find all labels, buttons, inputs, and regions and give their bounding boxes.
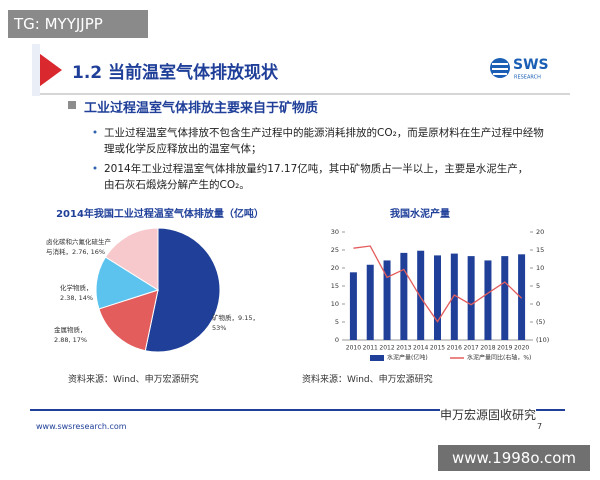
bar: [467, 256, 475, 340]
pie-slice: [144, 227, 221, 353]
legend-swatch: [370, 355, 384, 361]
y-tick-label: 15: [331, 282, 339, 290]
legend-label: 水泥产量(亿吨): [387, 354, 428, 362]
y2-tick-label: 15: [536, 246, 544, 254]
bar: [518, 254, 526, 340]
data-label: 与消耗，2.76, 16%: [46, 247, 105, 256]
pie-slice: [104, 227, 159, 291]
y-tick-label: 0: [335, 336, 339, 344]
bar: [434, 255, 441, 340]
watermark: www.1998o.com: [438, 445, 590, 471]
chart-title: 我国水泥产量: [390, 207, 450, 220]
y2-tick-label: 0: [536, 300, 540, 308]
y2-tick-label: (10): [536, 336, 549, 344]
x-tick-label: 2013: [396, 345, 411, 352]
pie-slice: [98, 289, 159, 352]
x-tick-label: 2011: [363, 345, 378, 352]
y-tick-label: 5: [335, 318, 339, 326]
bullet-dot: [93, 166, 97, 170]
y2-tick-label: (5): [536, 318, 545, 326]
bar: [501, 256, 509, 340]
data-label: 53%: [212, 324, 226, 332]
source: 资料来源：Wind、申万宏源研究: [302, 375, 433, 385]
bar: [383, 260, 391, 340]
watermark: TG: MYYJJPP: [8, 10, 148, 38]
bullet: 工业过程温室气体排放不包含生产过程中的能源消耗排放的CO₂，而是原材料在生产过程…: [104, 127, 544, 155]
wechat-label: 申万宏源固收研究: [440, 406, 537, 423]
header-bar: [32, 44, 40, 96]
data-label: 化学物质，: [60, 283, 93, 292]
x-tick-label: 2017: [463, 345, 478, 352]
logo-subtext: RESEARCH: [514, 75, 541, 81]
y-tick-label: 30: [331, 228, 339, 236]
x-tick-label: 2018: [480, 345, 495, 352]
y-tick-label: 10: [331, 300, 339, 308]
x-tick-label: 2014: [413, 345, 428, 352]
x-tick-label: 2019: [497, 345, 512, 352]
y-tick-label: 25: [331, 246, 339, 254]
heading-square: [68, 101, 76, 109]
data-label: 2.88, 17%: [54, 336, 87, 344]
bar: [450, 253, 458, 340]
bullet-dot: [93, 130, 97, 134]
data-label: 金属物质，: [54, 325, 87, 334]
x-tick-label: 2010: [346, 345, 361, 352]
bar: [400, 252, 408, 340]
heading: 工业过程温室气体排放主要来自于矿物质: [84, 101, 319, 116]
chart-title: 2014年我国工业过程温室气体排放量（亿吨）: [56, 207, 264, 220]
data-label: 2.38, 14%: [60, 294, 93, 302]
slide-title: 1.2 当前温室气体排放现状: [72, 63, 279, 83]
bar: [417, 250, 425, 340]
line: [353, 245, 523, 323]
pie-slice: [95, 256, 160, 310]
x-tick-label: 2016: [447, 345, 462, 352]
x-tick-label: 2020: [514, 345, 529, 352]
pie-chart: 2014年我国工业过程温室气体排放量（亿吨） 矿物质，9.15， 53% 金属物质，…: [46, 207, 264, 353]
bar: [349, 272, 357, 340]
legend-label: 水泥产量同比(右轴，%): [467, 354, 531, 362]
y2-tick-label: 10: [536, 264, 544, 272]
bar: [484, 260, 492, 340]
footer-url: www.swsresearch.com: [36, 422, 127, 431]
logo-text: SWS: [513, 57, 549, 73]
page-number: 7: [537, 422, 543, 431]
source: 资料来源：Wind、申万宏源研究: [68, 375, 199, 385]
bullet: 2014年工业过程温室气体排放量约17.17亿吨，其中矿物质占一半以上，主要是水…: [104, 163, 529, 191]
x-tick-label: 2015: [430, 345, 445, 352]
y2-tick-label: 20: [536, 228, 544, 236]
x-tick-label: 2012: [379, 345, 394, 352]
data-label: 矿物质，9.15，: [212, 313, 259, 322]
bar: [366, 264, 374, 340]
y2-tick-label: 5: [536, 282, 540, 290]
data-label: 卤化碳和六氟化硫生产: [46, 237, 112, 246]
y-tick-label: 20: [331, 264, 339, 272]
